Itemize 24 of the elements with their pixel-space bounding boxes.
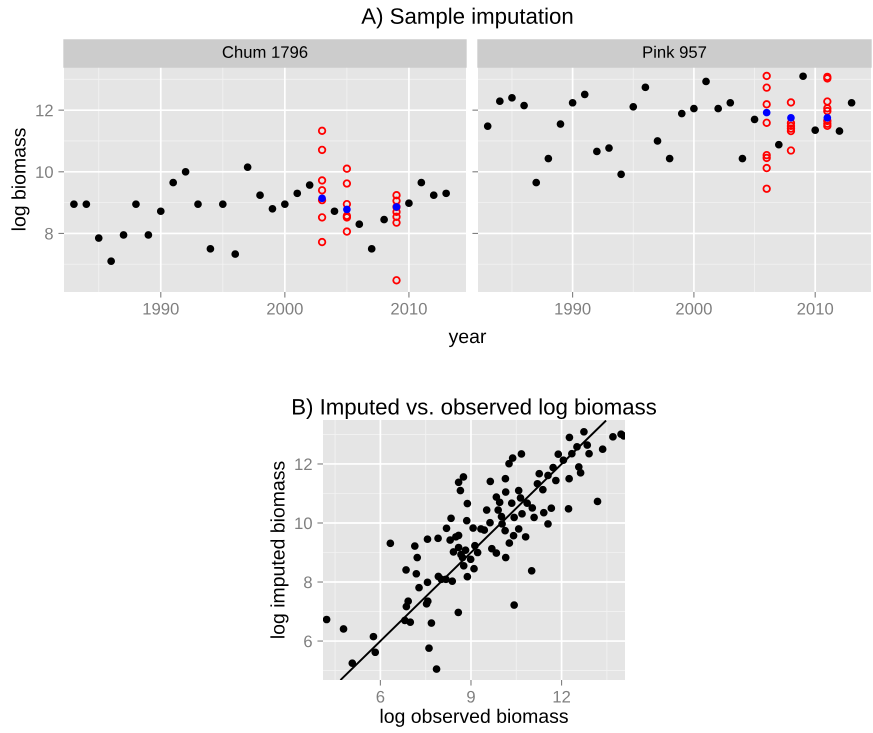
x-axis-title: year — [448, 332, 486, 348]
x-tick-label: 2000 — [267, 302, 303, 315]
chart-subtitle: Pink 957 — [643, 46, 706, 58]
y-tick-label: 10 — [36, 166, 53, 178]
x-tick-label: 2000 — [676, 302, 712, 315]
x-tick-label: 1990 — [555, 302, 590, 315]
x-tick-label: 2010 — [391, 302, 427, 315]
chart-title: B) Imputed vs. observed log biomass — [293, 398, 656, 420]
y-tick-label: 8 — [304, 576, 312, 588]
y-tick-label: 12 — [36, 104, 53, 116]
x-axis-title: log observed biomass — [380, 708, 568, 727]
x-tick-label: 1990 — [144, 302, 179, 315]
y-tick-label: 6 — [304, 635, 312, 648]
chart-title: A) Sample imputation — [361, 8, 572, 28]
x-tick-label: 9 — [467, 690, 475, 703]
x-tick-label: 2010 — [798, 302, 834, 315]
y-axis-title: log biomass — [11, 128, 30, 230]
chart-subtitle: Chum 1796 — [222, 46, 308, 58]
x-tick-label: 6 — [376, 690, 384, 703]
x-tick-label: 12 — [554, 690, 570, 702]
y-tick-label: 10 — [295, 517, 312, 530]
y-tick-label: 8 — [45, 228, 53, 240]
y-axis-title: log imputed biomass — [270, 462, 288, 638]
y-tick-label: 12 — [295, 458, 312, 470]
